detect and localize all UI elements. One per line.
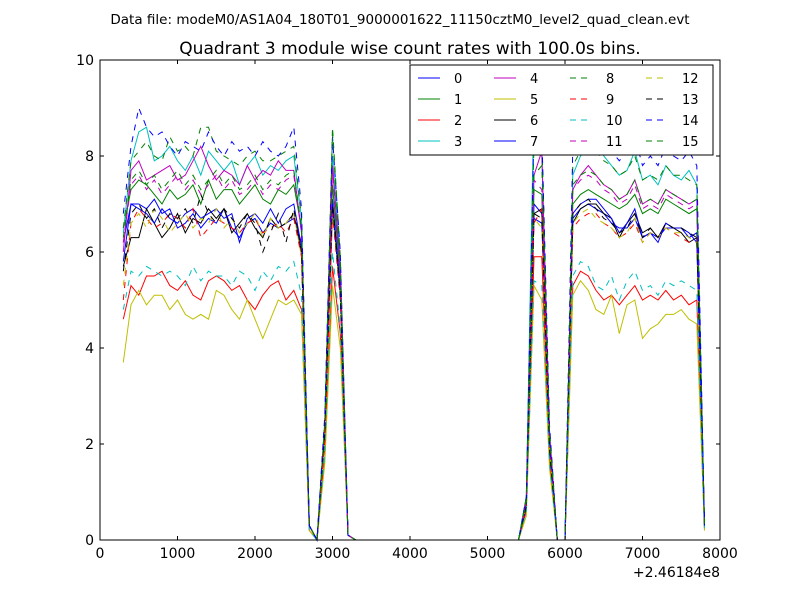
x-tick-label: 8000 — [702, 546, 738, 562]
series-line-8 — [122, 126, 705, 542]
x-tick-label: 4000 — [392, 546, 428, 562]
legend-label: 15 — [682, 135, 699, 150]
legend-label: 13 — [682, 93, 699, 108]
x-tick-label: 7000 — [625, 546, 661, 562]
series-line-0 — [122, 198, 705, 542]
legend-label: 5 — [530, 93, 538, 108]
x-tick-label: 2000 — [237, 546, 273, 562]
series-line-10 — [122, 251, 705, 542]
y-tick-label: 2 — [85, 437, 94, 453]
legend-label: 3 — [454, 135, 462, 150]
x-tick-label: 6000 — [547, 546, 583, 562]
legend-label: 7 — [530, 135, 538, 150]
y-tick-label: 6 — [85, 245, 94, 261]
legend-label: 6 — [530, 114, 538, 129]
series-line-5 — [122, 279, 705, 542]
y-tick-label: 4 — [85, 341, 94, 357]
x-tick-label: 3000 — [315, 546, 351, 562]
series-line-3 — [122, 98, 705, 542]
series-line-12 — [122, 207, 705, 542]
y-tick-label: 0 — [85, 533, 94, 549]
legend-label: 4 — [530, 72, 538, 87]
series-line-7 — [122, 198, 705, 542]
legend-box — [409, 64, 714, 156]
series-line-11 — [122, 170, 705, 542]
legend-label: 14 — [682, 114, 699, 129]
series-line-14 — [122, 106, 705, 542]
y-tick-label: 10 — [76, 53, 94, 69]
x-tick-label: 1000 — [160, 546, 196, 562]
series-line-4 — [122, 145, 705, 542]
legend-label: 9 — [606, 93, 614, 108]
legend-label: 10 — [606, 114, 623, 129]
legend-label: 1 — [454, 93, 462, 108]
series-line-13 — [122, 192, 705, 542]
x-tick-label: 0 — [96, 546, 105, 562]
series-line-2 — [122, 256, 705, 542]
series-line-9 — [122, 206, 705, 542]
legend-label: 11 — [606, 135, 623, 150]
x-offset-label: +2.46184e8 — [633, 565, 720, 581]
legend-label: 0 — [454, 72, 462, 87]
x-tick-label: 5000 — [470, 546, 506, 562]
series-line-15 — [122, 131, 705, 542]
legend-label: 12 — [682, 72, 699, 87]
plot-lines — [122, 98, 705, 542]
legend-label: 8 — [606, 72, 614, 87]
y-tick-label: 8 — [85, 149, 94, 165]
chart-title: Quadrant 3 module wise count rates with … — [179, 39, 640, 59]
legend-label: 2 — [454, 114, 462, 129]
chart-suptitle: Data file: modeM0/AS1A04_180T01_90000016… — [110, 12, 689, 28]
series-line-6 — [122, 203, 705, 542]
